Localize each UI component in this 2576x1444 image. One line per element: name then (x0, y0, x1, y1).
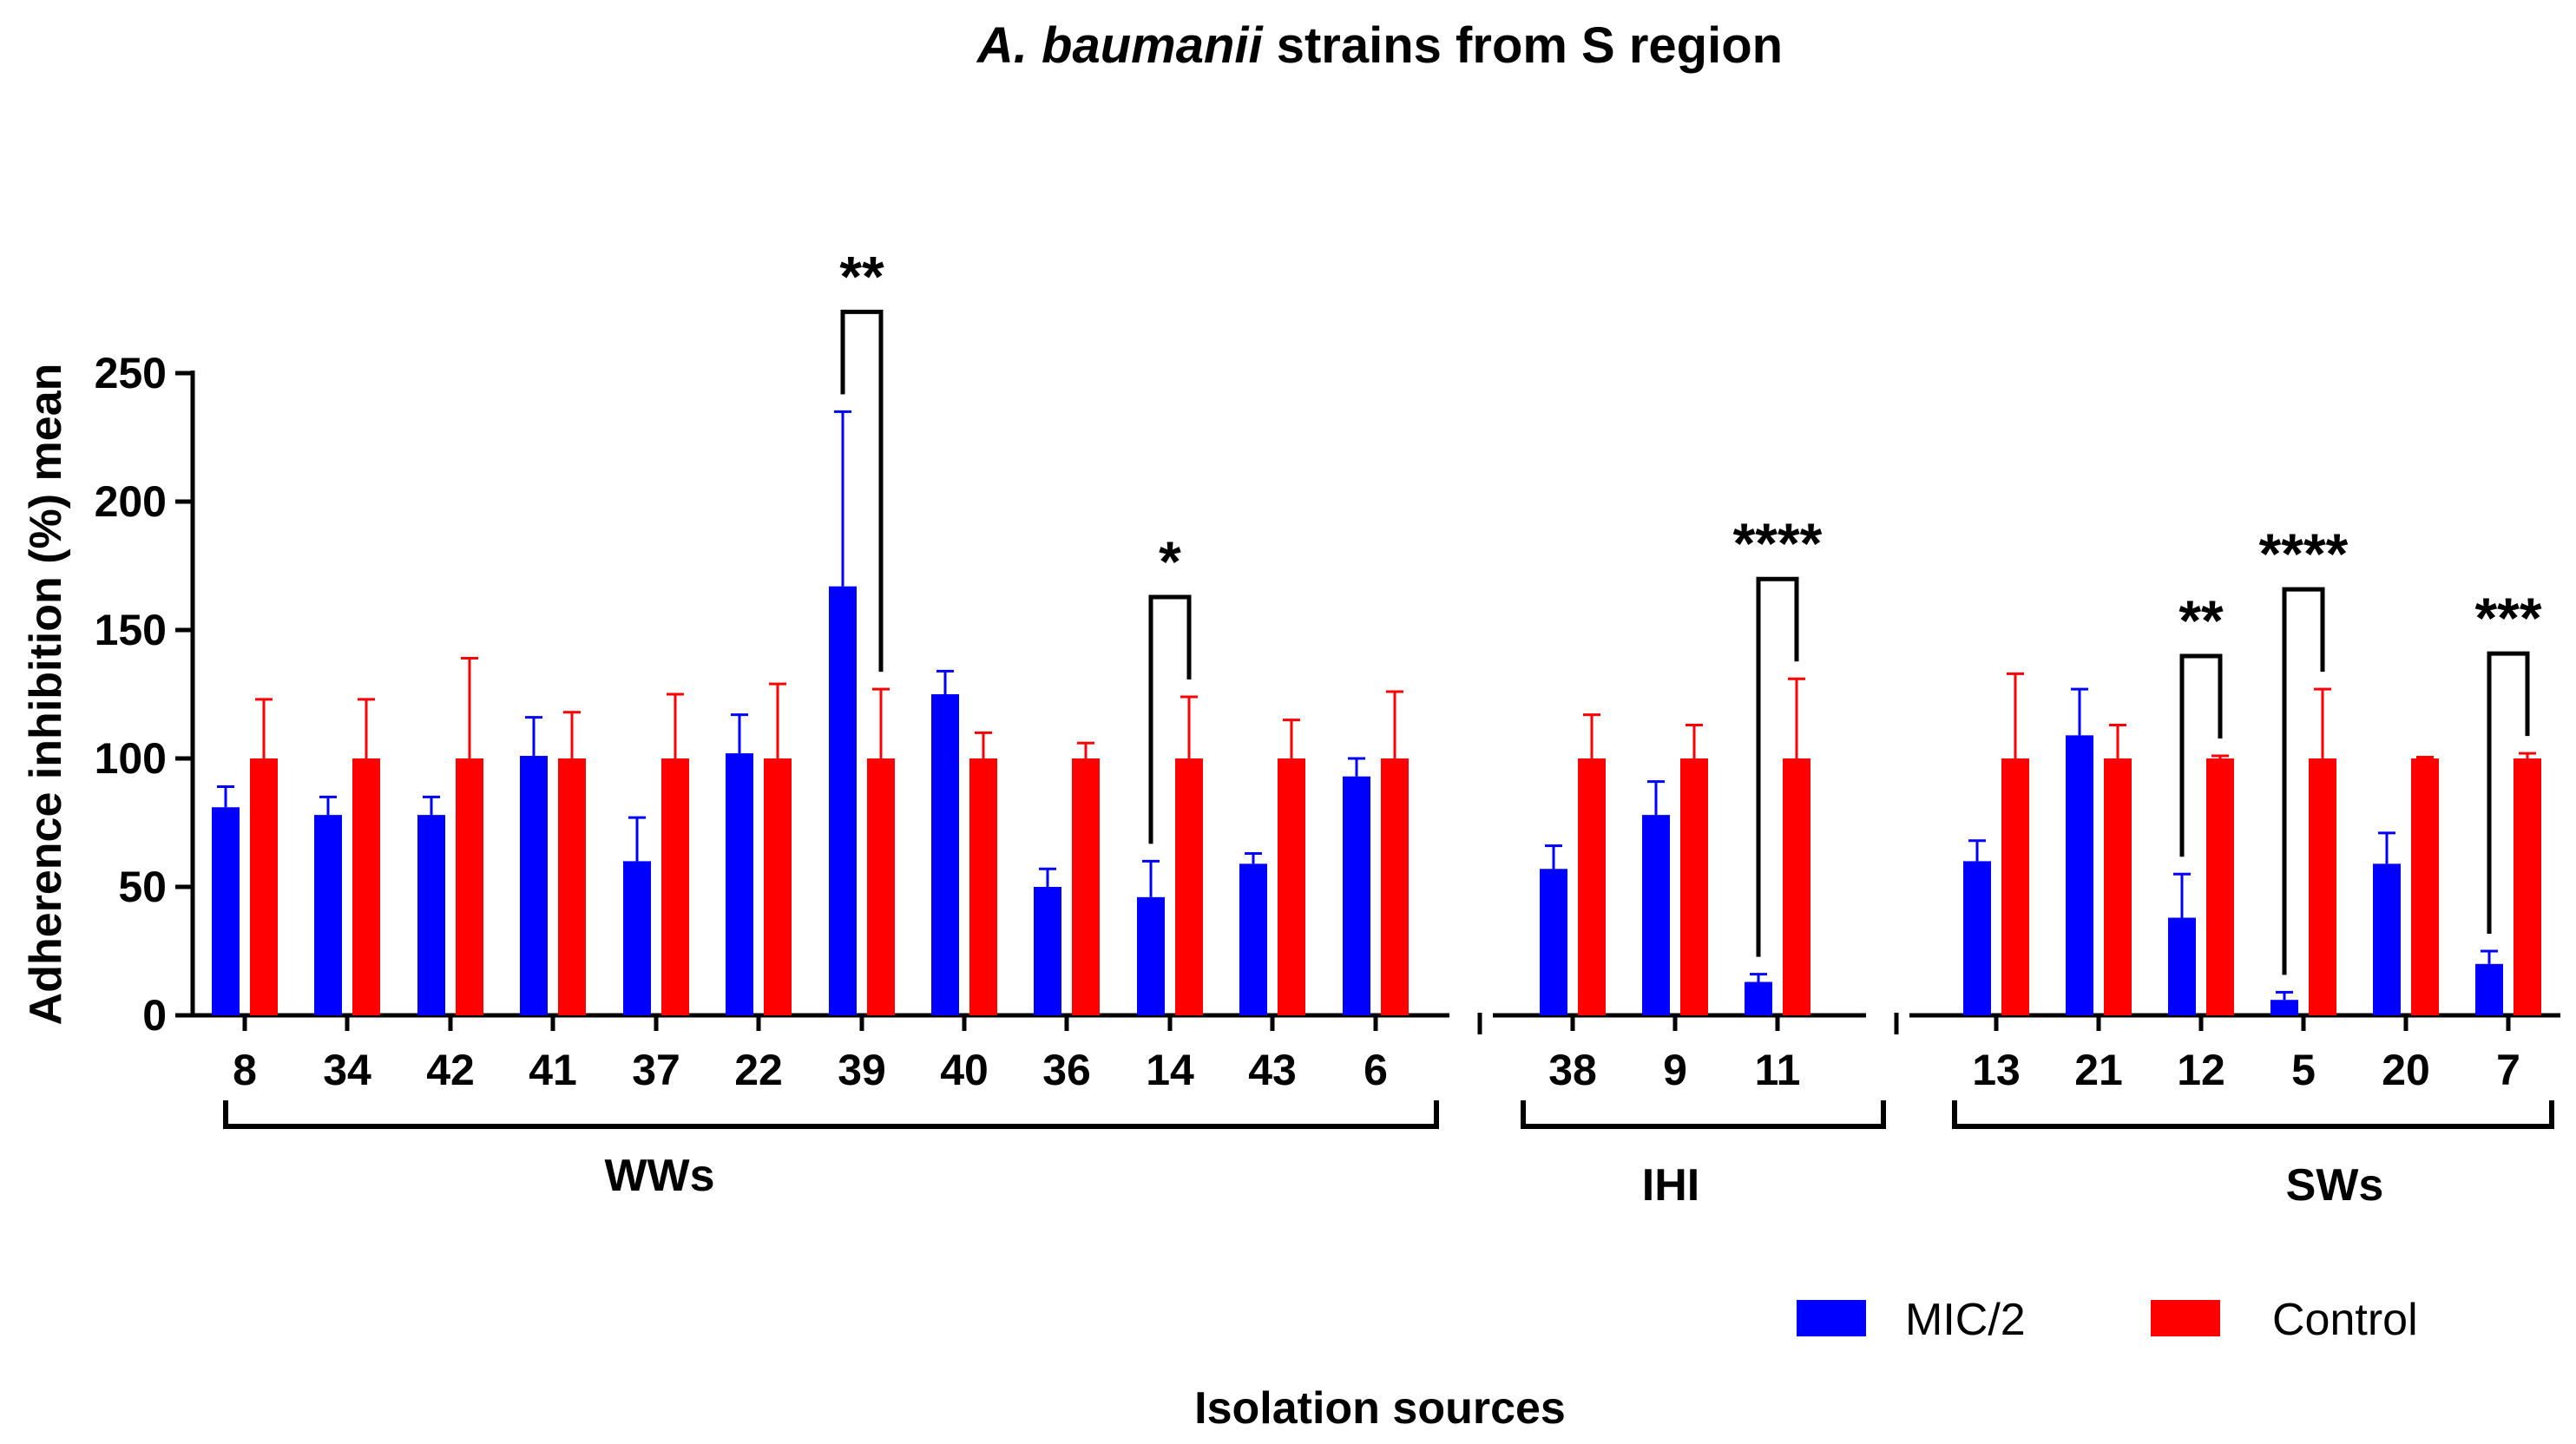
bar-control (969, 758, 997, 1015)
x-tick-label: 40 (940, 1046, 989, 1094)
bar-mic2 (1642, 815, 1670, 1015)
bar-mic2 (1239, 863, 1267, 1015)
y-axis-label: Adherence inhibition (%) mean (21, 364, 71, 1026)
plot-area: 0 50 100 150 200 250 8 34 42 41 37 22 39 40 36 14 43 6 WWs… (95, 244, 2560, 1345)
y-tick-label: 150 (95, 606, 167, 654)
bar-control (1072, 758, 1100, 1015)
bar-mic2 (2066, 735, 2093, 1015)
x-tick-label: 7 (2496, 1046, 2520, 1094)
group-label: WWs (604, 1151, 714, 1201)
bar-control (1175, 758, 1203, 1015)
significance-bracket (2179, 653, 2223, 857)
bar-mic2 (2475, 963, 2503, 1015)
bar-control (456, 758, 483, 1015)
x-tick-label: 36 (1042, 1046, 1091, 1094)
x-tick-label: 14 (1146, 1046, 1194, 1094)
bar-control (558, 758, 586, 1015)
x-tick-label: 38 (1548, 1046, 1597, 1094)
group-bracket (223, 1100, 1439, 1129)
x-axis-label: Isolation sources (1194, 1383, 1566, 1434)
bar-mic2 (212, 807, 240, 1015)
x-tick-label: 5 (2291, 1046, 2316, 1094)
group-label: IHI (1642, 1160, 1699, 1211)
x-tick-label: 12 (2177, 1046, 2225, 1094)
y-tick-label: 250 (95, 349, 167, 397)
bar-mic2 (314, 815, 342, 1015)
y-tick-label: 0 (142, 991, 167, 1040)
significance-bracket (2282, 587, 2325, 975)
bar-mic2 (829, 586, 857, 1015)
bar-control (764, 758, 792, 1015)
x-tick-label: 8 (233, 1046, 257, 1094)
x-tick-label: 20 (2382, 1046, 2430, 1094)
significance-label: ** (2178, 588, 2224, 653)
bar-control (250, 758, 278, 1015)
bar-mic2 (1343, 776, 1370, 1015)
legend-swatch (1797, 1300, 1866, 1336)
chart-title: A. baumanii strains from S region (976, 17, 1783, 74)
bar-control (1578, 758, 1606, 1015)
significance-bracket (840, 309, 884, 673)
significance-bracket (1756, 576, 1799, 957)
bar-control (2206, 758, 2234, 1015)
y-tick-label: 50 (118, 863, 167, 911)
x-tick-label: 37 (632, 1046, 680, 1094)
group-label: SWs (2286, 1160, 2384, 1211)
bar-mic2 (931, 694, 959, 1015)
bar-control (1680, 758, 1708, 1015)
bar-control (867, 758, 895, 1015)
bar-control (2104, 758, 2132, 1015)
x-tick-label: 6 (1364, 1046, 1388, 1094)
bar-control (2309, 758, 2336, 1015)
x-tick-label: 42 (426, 1046, 475, 1094)
x-tick-label: 43 (1248, 1046, 1297, 1094)
bar-mic2 (1137, 896, 1165, 1015)
bar-control (2411, 758, 2439, 1015)
significance-bracket (2487, 651, 2530, 934)
bar-mic2 (2373, 863, 2401, 1015)
group-bracket (1521, 1100, 1886, 1129)
legend-swatch (2151, 1300, 2220, 1336)
x-tick-label: 39 (838, 1046, 886, 1094)
bar-control (1381, 758, 1409, 1015)
y-tick-label: 200 (95, 477, 167, 526)
bar-mic2 (623, 861, 651, 1015)
x-tick-label: 9 (1663, 1046, 1687, 1094)
bar-mic2 (1540, 869, 1567, 1015)
bar-control (352, 758, 380, 1015)
bar-mic2 (417, 815, 445, 1015)
bar-mic2 (726, 753, 753, 1015)
x-tick-label: 21 (2074, 1046, 2123, 1094)
x-tick-label: 22 (734, 1046, 783, 1094)
bar-mic2 (1963, 861, 1991, 1015)
significance-label: **** (2259, 522, 2349, 586)
y-tick-label: 100 (95, 734, 167, 783)
chart-title-italic: A. baumanii (976, 17, 1265, 74)
bar-control (2514, 758, 2541, 1015)
x-tick-label: 34 (323, 1046, 371, 1094)
bar-mic2 (1745, 981, 1772, 1015)
x-tick-label: 11 (1755, 1046, 1801, 1094)
bar-mic2 (2168, 917, 2196, 1015)
bar-control (1783, 758, 1810, 1015)
x-tick-label: 13 (1972, 1046, 2021, 1094)
significance-label: *** (2474, 586, 2541, 650)
significance-label: ** (839, 244, 884, 308)
significance-label: **** (1733, 511, 1823, 575)
bar-control (661, 758, 689, 1015)
significance-label: * (1159, 529, 1181, 594)
bar-mic2 (2270, 1000, 2298, 1015)
group-bracket (1952, 1100, 2554, 1129)
chart-title-rest: strains from S region (1263, 17, 1783, 74)
bar-control (2001, 758, 2029, 1015)
legend-label: MIC/2 (1905, 1295, 2026, 1345)
legend-label: Control (2272, 1295, 2418, 1345)
significance-bracket (1148, 594, 1192, 844)
bar-control (1278, 758, 1305, 1015)
x-tick-label: 41 (529, 1046, 577, 1094)
bar-mic2 (1034, 887, 1061, 1015)
bar-mic2 (520, 756, 548, 1015)
